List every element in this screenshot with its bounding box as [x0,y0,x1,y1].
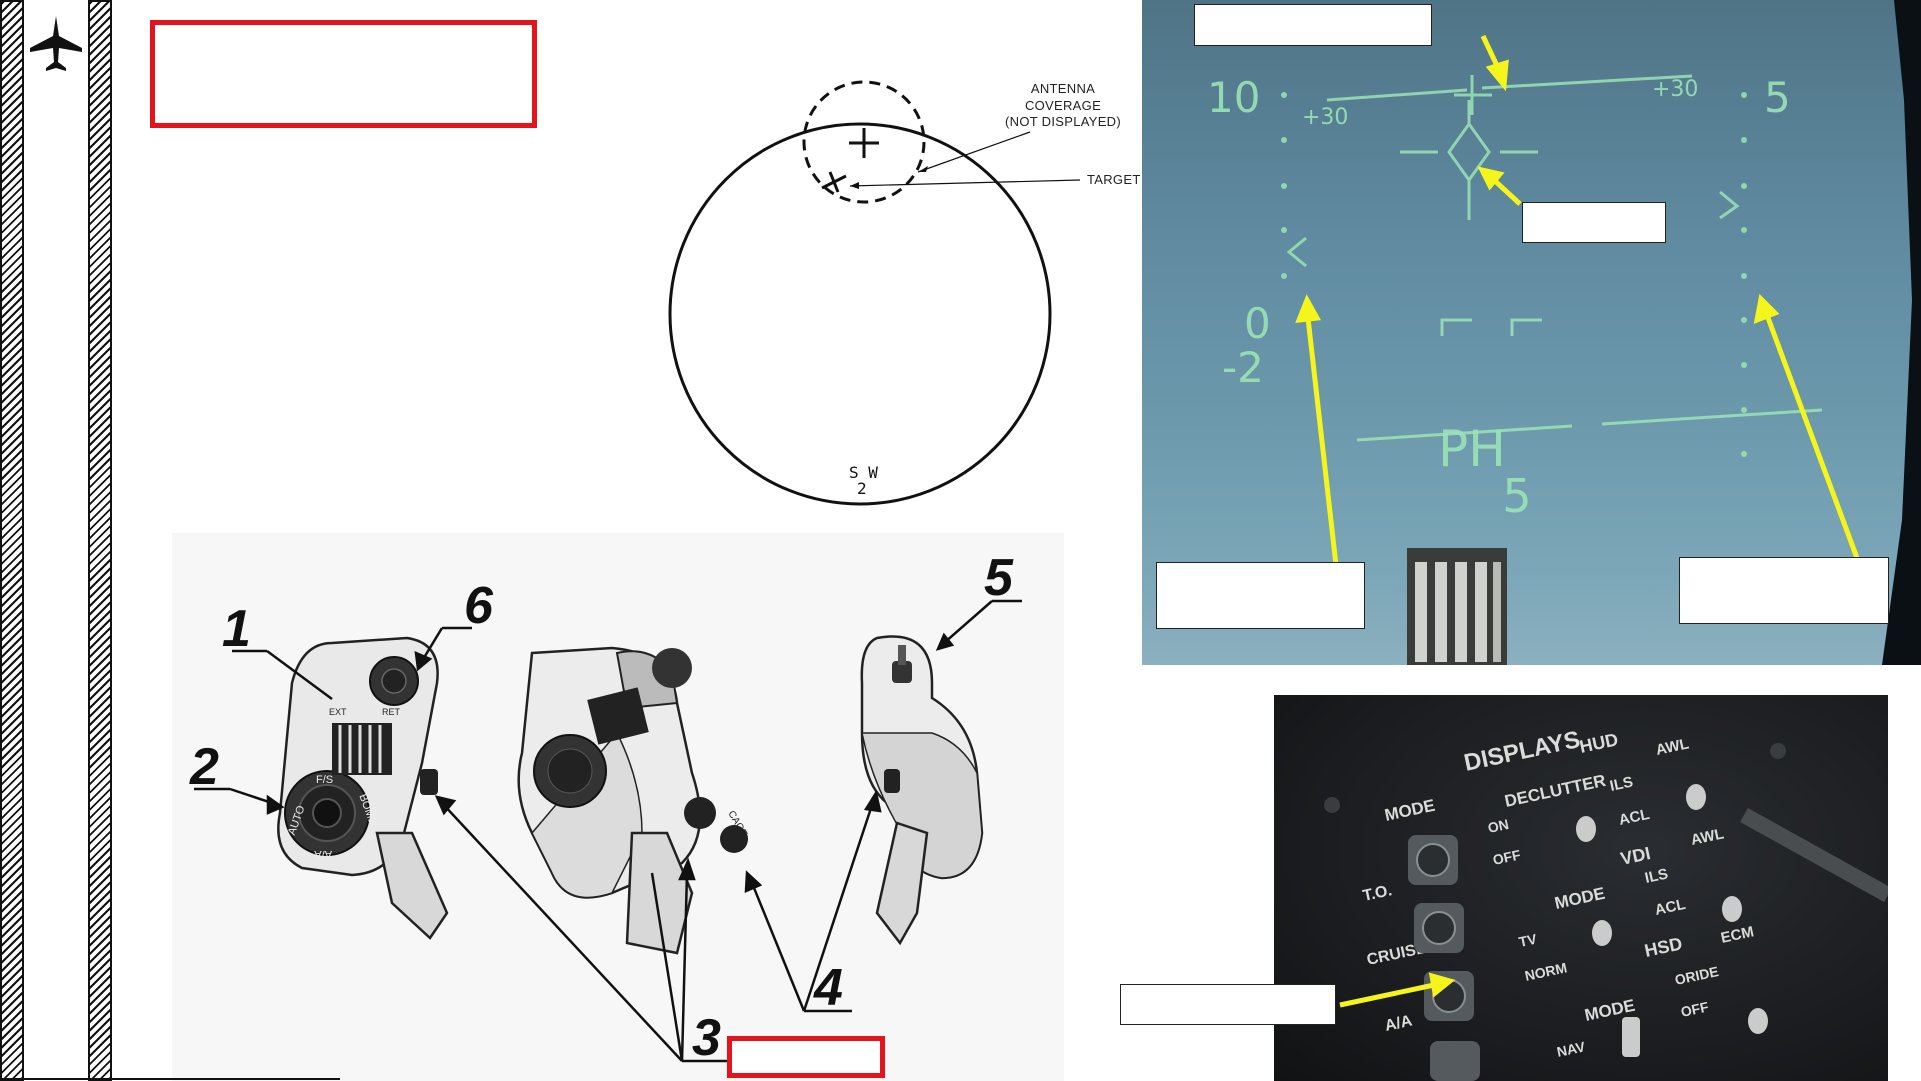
callout-1: 1 [222,600,251,658]
vdi-group-label: VDI [1619,843,1653,869]
switch-label-off: OFF [1491,846,1522,868]
antenna-label-line-3: (NOT DISPLAYED) [1005,114,1121,129]
vdi-label-awl: AWL [1689,825,1725,849]
hud-label-declutter: DECLUTTER [1503,771,1608,811]
switch-label-on: ON [1486,816,1510,836]
lower-horizon-line [1356,408,1823,442]
antenna-leader-line [917,131,1031,173]
callout-6: 6 [464,577,494,635]
throttle-grip-left: EXT RET AUTO BOMB A/A F/S [277,636,449,940]
hud-right-scale-top: 5 [1764,73,1791,122]
hud-grille [1407,548,1507,665]
hud-left-scale-top: 10 [1207,73,1260,122]
hud-mode-text: PH [1438,420,1506,478]
hsd-label-nav: NAV [1555,1038,1587,1060]
pitch-line-left [1326,88,1468,102]
callout-3: 3 [692,1009,721,1067]
mode-knobs [1408,835,1480,1081]
pitch-line-right [1481,74,1693,90]
hud-label-awl: AWL [1654,735,1690,759]
hud-callout-box-left [1156,562,1365,629]
hud-label-acl: ACL [1617,806,1651,829]
antenna-coverage-circle [802,80,926,204]
right-caret-icon [1719,190,1740,220]
hud-photo: 10 +30 +30 5 0 -2 PH 5 [1142,0,1921,665]
displays-panel-photo: DISPLAYS HUD DECLUTTER AWL ILS ACL MODE … [1274,695,1888,1081]
radar-scope-circle [668,122,1052,506]
hsd-label-ecm: ECM [1719,923,1755,947]
displays-callout-box [1120,984,1336,1025]
vdi-label-acl: ACL [1653,896,1687,919]
callout-4: 4 [813,959,843,1017]
radar-bottom-marker: S W [849,463,878,482]
velocity-vector-icon [1454,75,1492,115]
hsd-label-oride: ORIDE [1673,963,1720,988]
aiming-cross-lines [1400,100,1538,220]
highlight-box-bottom [727,1036,885,1078]
hsd-label-off: OFF [1679,998,1710,1020]
antenna-cross-icon [849,128,879,158]
displays-title: DISPLAYS [1462,726,1583,777]
hud-right-pitch-label: +30 [1652,77,1698,102]
right-hatch-bar [88,0,112,1081]
bracket-symbols [1440,318,1542,336]
target-label: TARGET [1087,172,1141,187]
hud-callout-box-right [1679,557,1889,624]
target-symbol-icon [821,171,847,193]
hud-mode-value: 5 [1502,469,1531,523]
left-hatch-bar [0,0,24,1081]
hsd-group-label: HSD [1643,933,1684,960]
throttle-grip-right [860,635,984,946]
vdi-label-norm: NORM [1523,959,1568,984]
hud-left-pitch-label: +30 [1302,105,1348,130]
target-leader-line [849,179,1081,187]
bottom-rule [0,1078,340,1080]
switch-label-fs: F/S [316,774,333,786]
antenna-label-line-1: ANTENNA [1031,81,1095,96]
left-caret-icon [1286,236,1307,268]
vdi-label-ils: ILS [1643,865,1669,886]
switch-label-aa: A/A [314,848,332,860]
vdi-label-tv: TV [1517,930,1538,950]
callout-2: 2 [189,738,219,796]
radar-display-diagram: ANTENNA COVERAGE (NOT DISPLAYED) TARGET … [668,80,1141,506]
mode-label-aa: A/A [1383,1012,1414,1034]
vdi-label-mode: MODE [1553,884,1607,913]
canopy-frame [1882,0,1921,665]
throttle-grip-middle: CAGE [517,646,749,955]
callout-5: 5 [984,549,1014,607]
switch-label-ext: EXT [329,707,347,717]
svg-text:2: 2 [857,479,867,498]
switch-label-ret: RET [382,707,401,717]
mode-label-to: T.O. [1361,882,1393,905]
hud-label-ils: ILS [1608,773,1634,794]
fighter-jet-icon [30,16,82,71]
toggle-switches [1576,784,1768,1057]
hud-left-scale-mid: 0 [1244,299,1271,348]
hud-left-scale-low: -2 [1222,343,1264,392]
hud-group-label: HUD [1578,729,1620,757]
antenna-label-line-2: COVERAGE [1025,98,1101,113]
hud-callout-box-diamond [1522,202,1666,243]
mode-label: MODE [1383,796,1437,825]
highlight-box-top [150,20,537,128]
hud-callout-box-top [1194,4,1432,46]
throttle-grip-diagram: EXT RET AUTO BOMB A/A F/S CAGE [172,533,1064,1081]
